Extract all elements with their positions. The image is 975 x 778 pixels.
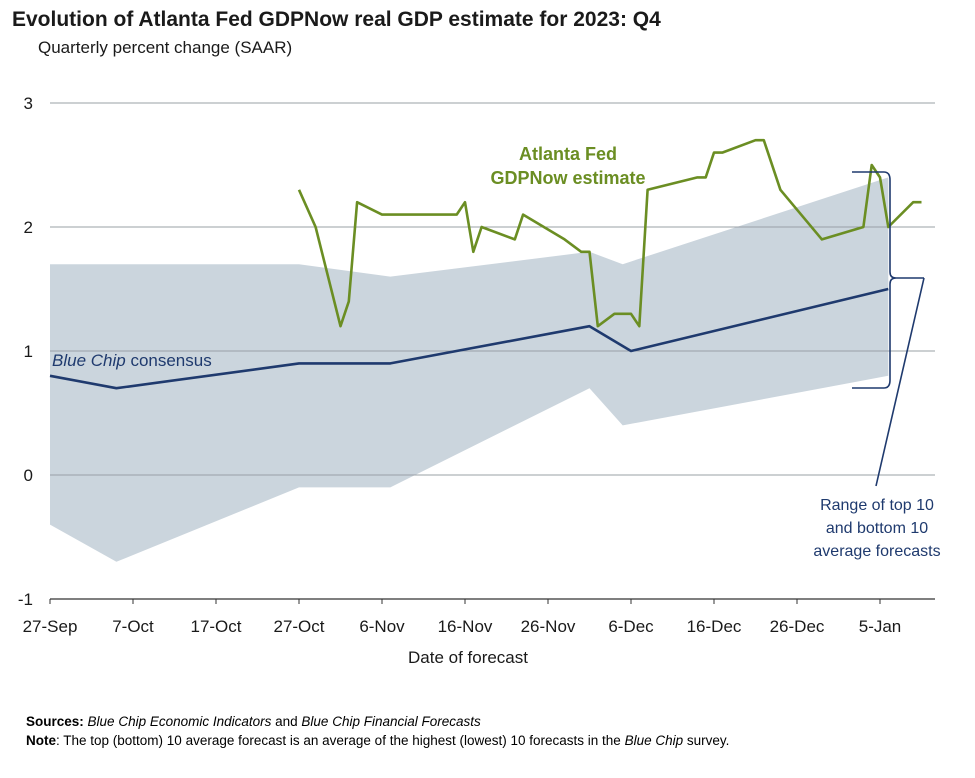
sources-label: Sources: (26, 714, 84, 729)
range-label-line3: average forecasts (813, 543, 940, 560)
chart-footer: Sources: Blue Chip Economic Indicators a… (26, 712, 926, 750)
bluechip-label: Blue Chip consensus (52, 351, 212, 370)
note-line: Note: The top (bottom) 10 average foreca… (26, 731, 926, 750)
x-tick-label: 7-Oct (112, 617, 154, 636)
note-italic: Blue Chip (624, 733, 684, 748)
bluechip-line (49, 287, 889, 390)
note-text: : The top (bottom) 10 average forecast i… (56, 733, 625, 748)
x-tick-label: 26-Dec (770, 617, 825, 636)
x-tick-label: 6-Nov (359, 617, 405, 636)
sources-and: and (271, 714, 302, 729)
x-tick-label: 27-Oct (273, 617, 324, 636)
note-end: survey. (683, 733, 730, 748)
chart-subtitle: Quarterly percent change (SAAR) (38, 38, 293, 57)
x-tick-label: 16-Dec (687, 617, 742, 636)
gdpnow-label-line1: Atlanta Fed (519, 144, 617, 164)
gdpnow-line (297, 138, 922, 328)
note-label: Note (26, 733, 56, 748)
sources-text-1: Blue Chip Economic Indicators (87, 714, 272, 729)
sources-line: Sources: Blue Chip Economic Indicators a… (26, 712, 926, 731)
chart-plot: 3 2 1 0 -1 27-Sep 7-Oct 17-Oct 27-Oct 6-Nov 16-Nov… (18, 94, 941, 667)
x-tick-label: 17-Oct (190, 617, 241, 636)
y-tick-label: 0 (24, 466, 33, 485)
y-tick-label: 2 (24, 218, 33, 237)
range-pointer-line (875, 277, 925, 487)
x-tick-label: 27-Sep (23, 617, 78, 636)
chart-title: Evolution of Atlanta Fed GDPNow real GDP… (12, 8, 661, 31)
gdpnow-label-line2: GDPNow estimate (490, 168, 645, 188)
x-tick-label: 26-Nov (521, 617, 576, 636)
range-label-line1: Range of top 10 (820, 497, 934, 514)
x-tick-label: 16-Nov (438, 617, 493, 636)
range-label-line2: and bottom 10 (826, 520, 928, 537)
x-tick-label: 6-Dec (608, 617, 654, 636)
y-tick-label: 3 (24, 94, 33, 113)
x-axis-label: Date of forecast (408, 648, 528, 667)
y-tick-label: 1 (24, 342, 33, 361)
range-band (50, 177, 889, 562)
x-tick-label: 5-Jan (859, 617, 902, 636)
range-bracket (852, 171, 902, 389)
y-tick-label: -1 (18, 590, 33, 609)
sources-text-2: Blue Chip Financial Forecasts (301, 714, 481, 729)
